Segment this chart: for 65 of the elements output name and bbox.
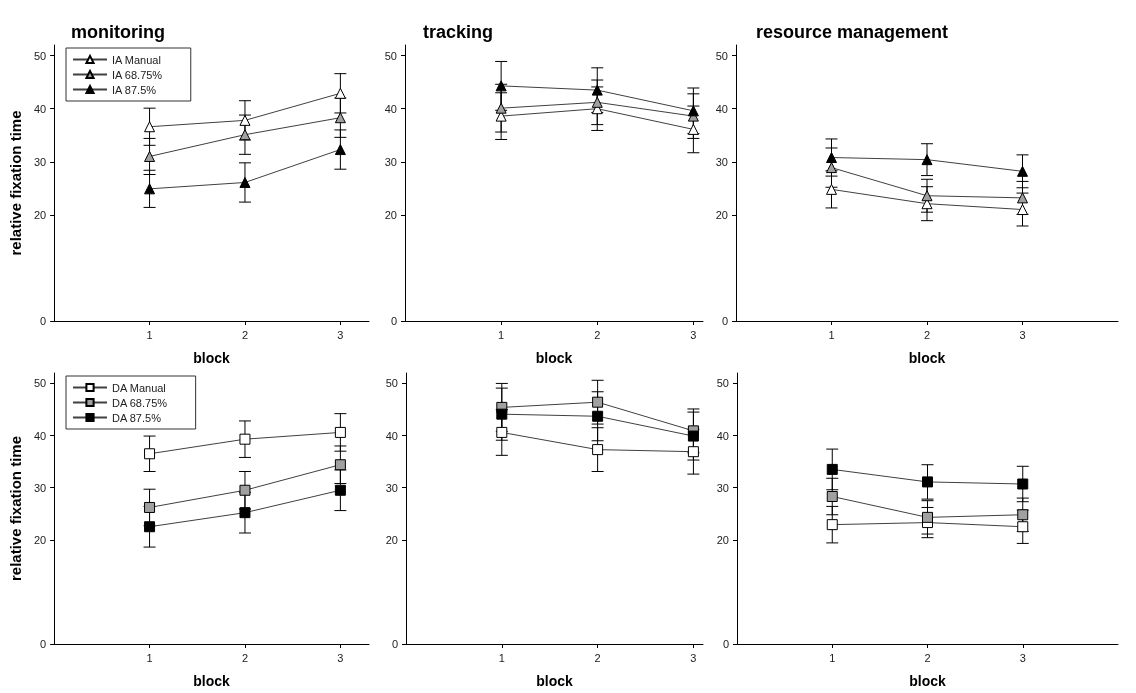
x-tick-label: 3 [690,328,697,341]
y-tick-label: 30 [385,481,398,494]
legend-label: IA 68.75% [112,68,163,81]
y-tick-label: 20 [715,208,728,221]
y-tick-label: 40 [33,429,47,442]
x-axis-title: block [908,350,946,366]
y-tick-label: 30 [384,155,397,168]
legend-label: DA 68.75% [112,396,168,409]
y-tick-label: 20 [384,208,397,221]
x-tick-label: 1 [829,651,836,664]
y-tick-label: 40 [716,429,729,442]
y-tick-label: 0 [40,638,47,650]
x-tick-label: 1 [146,328,153,341]
x-axis-title: block [536,673,573,689]
chart-title: resource management [756,22,949,42]
y-axis-title: relative fixation time [7,110,24,256]
y-tick-label: 20 [385,533,398,546]
x-tick-label: 2 [923,328,931,341]
legend-label: DA 87.5% [112,411,162,424]
x-tick-label: 2 [241,328,249,341]
y-tick-label: 30 [716,481,729,494]
y-tick-label: 30 [33,155,47,168]
x-tick-label: 2 [594,651,601,664]
y-tick-label: 50 [385,377,398,390]
legend-label: DA Manual [112,381,166,394]
x-tick-label: 1 [146,651,153,664]
x-tick-label: 1 [498,328,505,341]
y-tick-label: 40 [33,102,47,115]
y-tick-label: 50 [716,377,729,390]
x-axis-title: block [193,350,231,366]
y-tick-label: 0 [391,638,398,650]
y-tick-label: 20 [33,533,47,546]
y-tick-label: 0 [390,315,397,327]
y-tick-label: 30 [715,155,728,168]
legend-label: IA 87.5% [112,83,157,96]
x-axis-title: block [193,673,231,689]
y-tick-label: 50 [384,49,397,62]
x-tick-label: 3 [337,328,344,341]
x-tick-label: 2 [924,651,931,664]
x-axis-title: block [909,673,946,689]
y-tick-label: 20 [33,208,47,221]
x-tick-label: 1 [498,651,505,664]
x-tick-label: 3 [337,651,344,664]
x-tick-label: 2 [594,328,601,341]
y-axis-title: relative fixation time [7,435,24,582]
chart-title: monitoring [71,22,165,42]
y-tick-label: 50 [33,49,47,62]
x-axis-title: block [535,350,573,366]
y-tick-label: 40 [385,429,398,442]
y-tick-label: 40 [384,102,397,115]
y-tick-label: 50 [33,377,47,390]
y-tick-label: 50 [715,49,728,62]
x-tick-label: 3 [1019,651,1026,664]
y-tick-label: 0 [722,638,729,650]
y-tick-label: 30 [33,481,47,494]
x-tick-label: 2 [241,651,249,664]
x-tick-label: 3 [690,651,697,664]
y-tick-label: 0 [40,315,47,327]
legend-label: IA Manual [112,53,161,66]
chart-title: tracking [423,22,494,42]
x-tick-label: 3 [1019,328,1026,341]
y-tick-label: 20 [716,533,729,546]
y-tick-label: 40 [715,102,728,115]
x-tick-label: 1 [828,328,835,341]
y-tick-label: 0 [721,315,728,327]
